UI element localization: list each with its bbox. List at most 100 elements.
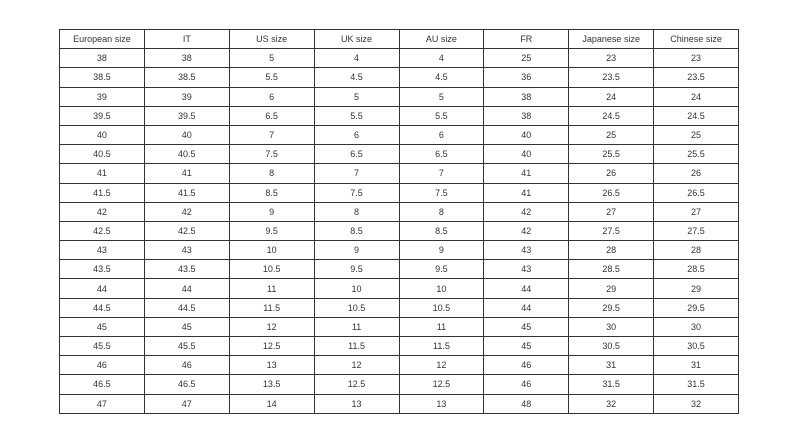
table-cell: 5.5 — [398, 105, 485, 126]
table-cell: 9.5 — [313, 259, 400, 280]
table-cell: 42 — [483, 201, 570, 222]
table-cell: 42.5 — [143, 220, 230, 242]
table-cell: 46 — [143, 355, 230, 376]
table-cell: 30.5 — [568, 335, 655, 357]
table-cell: 10 — [228, 240, 315, 261]
table-cell: 10 — [398, 278, 485, 299]
table-cell: 11.5 — [228, 297, 315, 318]
table-cell: 39 — [143, 86, 230, 107]
table-cell: 8 — [398, 201, 485, 222]
table-cell: 29.5 — [568, 297, 655, 318]
table-cell: 10 — [313, 278, 400, 299]
table-cell: 46.5 — [143, 374, 230, 395]
table-cell: 42.5 — [59, 220, 145, 242]
table-cell: 8 — [228, 163, 315, 184]
table-cell: 23 — [568, 48, 655, 69]
table-cell: 43.5 — [59, 259, 145, 280]
table-cell: 43 — [59, 240, 145, 261]
table-row: 41.5 41.5 8.5 7.5 7.5 41 26.5 26.5 — [59, 182, 739, 203]
table-cell: 44 — [483, 297, 570, 318]
table-cell: 41 — [59, 163, 145, 184]
table-cell: 41.5 — [59, 182, 145, 203]
table-cell: 42 — [59, 201, 145, 222]
table-cell: 41 — [483, 163, 570, 184]
table-cell: 42 — [143, 201, 230, 222]
table-cell: 23.5 — [653, 67, 739, 88]
table-cell: 8.5 — [313, 220, 400, 242]
table-cell: 9.5 — [398, 259, 485, 280]
table-row: 45 45 12 11 11 45 30 30 — [59, 316, 739, 338]
header-row: European size IT US size UK size AU size FR Ja… — [59, 28, 739, 50]
table-cell: 8.5 — [398, 220, 485, 242]
table-cell: 9.5 — [228, 220, 315, 242]
table-cell: 38 — [59, 48, 145, 69]
table-row: 40 40 7 6 6 40 25 25 — [59, 124, 739, 146]
table-row: 42 42 9 8 8 42 27 27 — [59, 201, 739, 222]
table-row: 43.5 43.5 10.5 9.5 9.5 43 28.5 28.5 — [59, 259, 739, 280]
table-cell: 40.5 — [59, 144, 145, 165]
table-cell: 6 — [398, 124, 485, 146]
table-cell: 4 — [313, 48, 400, 69]
table-cell: 6.5 — [313, 144, 400, 165]
table-row: 44.5 44.5 11.5 10.5 10.5 44 29.5 29.5 — [59, 297, 739, 318]
table-cell: 9 — [313, 240, 400, 261]
table-cell: 9 — [228, 201, 315, 222]
table-cell: 38 — [483, 86, 570, 107]
table-cell: 38.5 — [143, 67, 230, 88]
table-row: 39.5 39.5 6.5 5.5 5.5 38 24.5 24.5 — [59, 105, 739, 126]
table-cell: 12 — [398, 355, 485, 376]
table-row: 38 38 5 4 4 25 23 23 — [59, 48, 739, 69]
table-cell: 26 — [568, 163, 655, 184]
table-cell: 26.5 — [568, 182, 655, 203]
table-row: 41 41 8 7 7 41 26 26 — [59, 163, 739, 184]
table-cell: 5.5 — [228, 67, 315, 88]
table-cell: 26 — [653, 163, 739, 184]
table-cell: 25.5 — [568, 144, 655, 165]
table-row: 43 43 10 9 9 43 28 28 — [59, 240, 739, 261]
table-row: 40.5 40.5 7.5 6.5 6.5 40 25.5 25.5 — [59, 144, 739, 165]
table-cell: 32 — [653, 393, 739, 414]
table-body: 38 38 5 4 4 25 23 23 38.5 38.5 5.5 4.5 4.5 36 23.5 23.5… — [59, 48, 739, 414]
table-cell: 25 — [653, 124, 739, 146]
table-row: 45.5 45.5 12.5 11.5 11.5 45 30.5 30.5 — [59, 335, 739, 357]
table-cell: 31.5 — [568, 374, 655, 395]
table-cell: 31 — [568, 355, 655, 376]
table-cell: 45.5 — [59, 335, 145, 357]
table-cell: 40 — [59, 124, 145, 146]
table-cell: 24 — [568, 86, 655, 107]
table-cell: 23.5 — [568, 67, 655, 88]
table-cell: 38.5 — [59, 67, 145, 88]
table-cell: 24 — [653, 86, 739, 107]
table-cell: 4.5 — [398, 67, 485, 88]
table-cell: 5 — [313, 86, 400, 107]
table-cell: 7 — [398, 163, 485, 184]
table-cell: 41 — [483, 182, 570, 203]
table-cell: 13 — [228, 355, 315, 376]
table-cell: 24.5 — [653, 105, 739, 126]
table-cell: 6.5 — [398, 144, 485, 165]
table-row: 46 46 13 12 12 46 31 31 — [59, 355, 739, 376]
table-cell: 31.5 — [653, 374, 739, 395]
table-cell: 44 — [59, 278, 145, 299]
table-cell: 47 — [59, 393, 145, 414]
table-cell: 40 — [483, 124, 570, 146]
table-cell: 25.5 — [653, 144, 739, 165]
table-cell: 29.5 — [653, 297, 739, 318]
table-cell: 41.5 — [143, 182, 230, 203]
column-header: UK size — [313, 28, 400, 50]
column-header: FR — [483, 28, 570, 50]
table-cell: 41 — [143, 163, 230, 184]
table-cell: 12.5 — [313, 374, 400, 395]
table-cell: 5 — [398, 86, 485, 107]
column-header: IT — [143, 28, 230, 50]
table-cell: 32 — [568, 393, 655, 414]
table-cell: 30 — [568, 316, 655, 338]
table-cell: 6.5 — [228, 105, 315, 126]
table-cell: 28.5 — [653, 259, 739, 280]
table-cell: 44.5 — [143, 297, 230, 318]
table-cell: 13 — [398, 393, 485, 414]
table-cell: 29 — [568, 278, 655, 299]
table-cell: 39 — [59, 86, 145, 107]
table-cell: 39.5 — [59, 105, 145, 126]
table-cell: 10.5 — [228, 259, 315, 280]
